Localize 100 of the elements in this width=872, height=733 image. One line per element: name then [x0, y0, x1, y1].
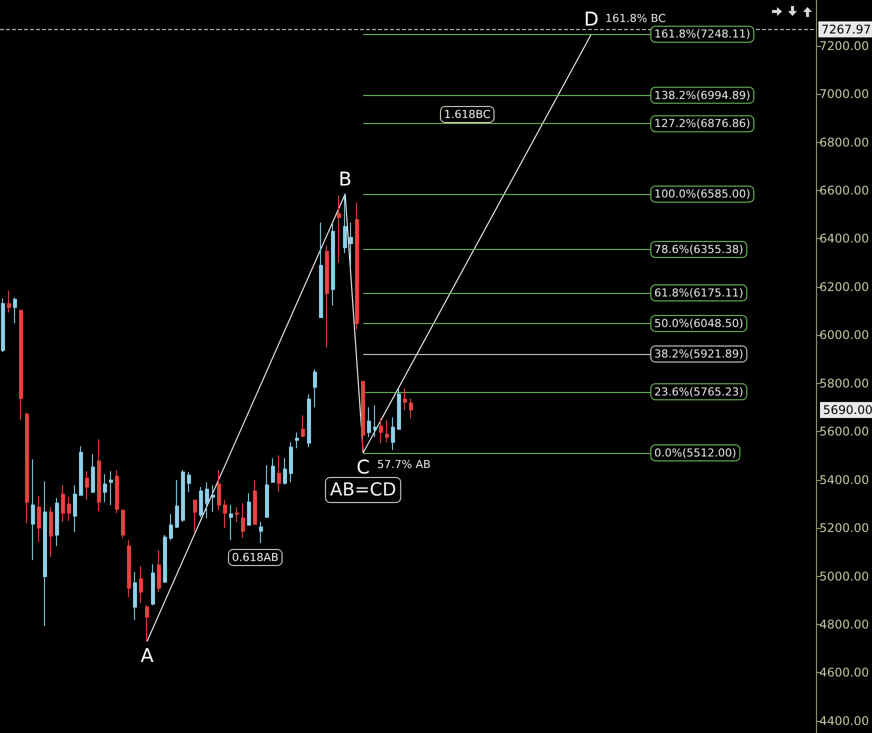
candlestick	[301, 414, 305, 438]
y-tick-label: 5600.00	[819, 424, 869, 439]
candlestick	[199, 486, 203, 518]
candlestick	[25, 412, 29, 524]
candlestick	[349, 222, 353, 268]
y-tick-label: 6200.00	[819, 280, 869, 294]
y-tick-label: 4800.00	[819, 617, 869, 632]
y-tick-label: 4600.00	[819, 666, 869, 680]
candlestick	[223, 500, 227, 529]
candlestick	[409, 398, 413, 419]
candlestick	[247, 492, 251, 526]
candlestick	[355, 202, 359, 330]
candlestick	[289, 442, 293, 483]
candlestick	[205, 482, 209, 519]
candlestick	[175, 480, 179, 529]
candlestick	[103, 474, 107, 503]
candlestick	[235, 506, 239, 523]
ref-line-label: 61.8%(6175.11)	[654, 286, 744, 300]
text: 5690.00	[823, 403, 872, 417]
ref-line-label: 78.6%(6355.38)	[654, 242, 744, 256]
annotation: 1.618BC	[444, 108, 491, 121]
candlestick	[295, 432, 299, 449]
candlestick	[145, 604, 149, 642]
candlestick	[325, 244, 329, 348]
y-tick-label: 6600.00	[819, 183, 869, 198]
candlestick	[253, 480, 257, 525]
candlestick	[85, 470, 89, 501]
annotation: 161.8% BC	[605, 12, 666, 26]
candlestick	[163, 534, 167, 584]
candlestick	[139, 566, 143, 604]
candlestick	[169, 514, 173, 541]
candlestick	[241, 502, 245, 539]
y-tick-label: 5800.00	[819, 376, 869, 390]
candlestick	[73, 484, 77, 533]
candlestick	[133, 572, 137, 620]
data-label: B	[338, 168, 352, 191]
ref-line-label: 100.0%(6585.00)	[654, 188, 750, 201]
annotation: 57.7% AB	[377, 458, 431, 471]
ref-line-label: 0.0%(5512.00)	[654, 446, 736, 460]
candlestick	[61, 484, 65, 523]
candlestick	[271, 458, 275, 483]
candlestick	[151, 564, 155, 606]
candlestick	[79, 446, 83, 496]
candlestick	[187, 472, 191, 493]
candlestick	[97, 438, 101, 512]
candlestick	[181, 470, 185, 523]
candlestick	[331, 222, 335, 306]
candlestick	[403, 388, 407, 411]
candlestick	[229, 504, 233, 541]
ref-line-label: 138.2%(6994.89)	[654, 88, 750, 102]
y-tick-label: 6000.00	[819, 328, 869, 342]
candlestick	[307, 394, 311, 448]
annotation: 0.618AB	[232, 551, 279, 564]
ref-line-label: 38.2%(5921.89)	[654, 347, 744, 360]
candlestick	[1, 298, 5, 353]
candlestick	[283, 458, 287, 486]
candlestick	[373, 404, 377, 438]
candlestick	[361, 380, 365, 454]
candlestick	[127, 540, 131, 598]
y-tick-label: 6400.00	[819, 232, 869, 246]
ref-line-label: 23.6%(5765.23)	[654, 385, 744, 398]
candlestick	[109, 470, 113, 506]
candlestick	[397, 388, 401, 430]
candlestick	[259, 522, 263, 544]
candlestick	[121, 510, 125, 539]
y-tick-label: 7000.00	[819, 87, 869, 102]
data-label: C	[356, 456, 370, 478]
candlestick	[211, 484, 215, 513]
data-label: D	[584, 8, 599, 31]
y-tick-label: 5200.00	[819, 521, 869, 536]
candlestick	[277, 454, 281, 493]
candlestick	[115, 470, 119, 514]
candlestick	[385, 420, 389, 443]
line-series	[146, 34, 592, 642]
annotation: AB=CD	[330, 480, 396, 500]
candlestick	[265, 464, 269, 518]
y-tick-label: 7200.00	[819, 38, 869, 53]
candlestick	[19, 310, 23, 421]
candlestick	[55, 498, 59, 547]
candlestick	[367, 406, 371, 438]
candlestick	[337, 195, 341, 264]
candlestick	[49, 506, 53, 558]
ref-line-label: 50.0%(6048.50)	[654, 316, 744, 330]
ref-line-label: 127.2%(6876.86)	[654, 117, 750, 130]
y-tick-label: 5400.00	[819, 472, 869, 487]
candlestick	[43, 480, 47, 626]
y-tick-label: 6800.00	[819, 135, 869, 150]
candlestick	[157, 549, 161, 592]
candlestick	[67, 496, 71, 522]
candlestick	[391, 416, 395, 451]
candlestick	[217, 470, 221, 511]
y-tick-label: 5000.00	[819, 569, 869, 584]
candlestick	[379, 418, 383, 444]
ref-line-label: 161.8%(7248.11)	[654, 28, 750, 41]
candlestick	[91, 454, 95, 494]
ref-line-label: 7267.97	[821, 22, 871, 36]
candlestick	[7, 290, 11, 313]
candlestick	[319, 222, 323, 318]
candlestick	[343, 194, 347, 254]
y-tick-label: 4400.00	[819, 714, 869, 728]
